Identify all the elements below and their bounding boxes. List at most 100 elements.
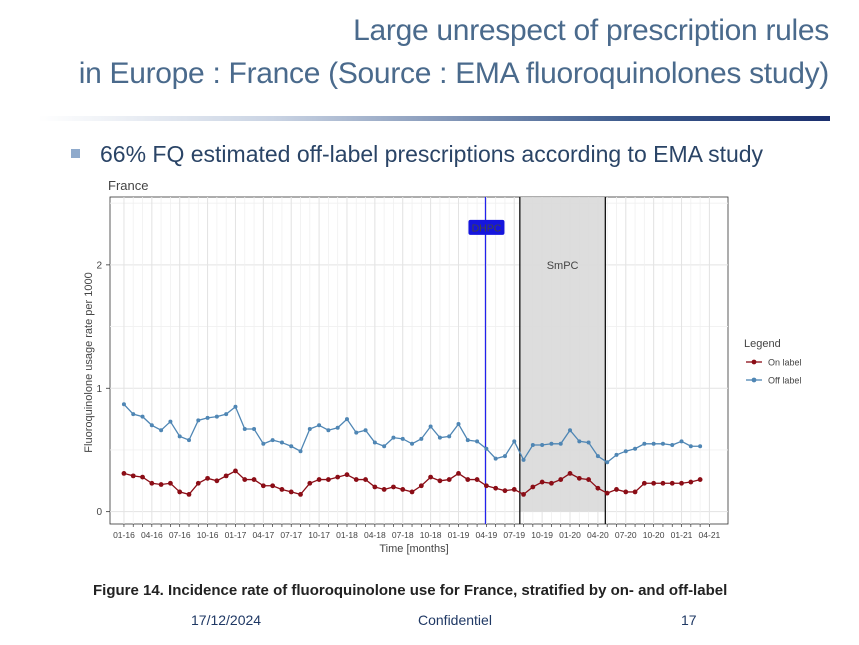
data-point-off-label [131, 412, 136, 417]
data-point-off-label [549, 441, 554, 446]
slide-title-line-1: Large unrespect of prescription rules [353, 14, 829, 47]
data-point-on-label [298, 491, 303, 497]
data-point-off-label [633, 446, 638, 451]
data-point-off-label [261, 441, 266, 446]
data-point-off-label [242, 426, 247, 431]
data-point-off-label [502, 454, 507, 459]
bullet-square-icon [71, 149, 80, 158]
data-point-off-label [382, 444, 387, 449]
data-point-off-label [252, 426, 257, 431]
data-point-on-label [549, 480, 554, 486]
data-point-off-label [344, 417, 349, 422]
data-point-on-label [195, 480, 201, 486]
data-point-off-label [363, 428, 368, 433]
footer-date: 17/12/2024 [191, 612, 262, 628]
x-tick-label: 01-18 [336, 530, 358, 540]
data-point-off-label [224, 412, 229, 417]
x-tick-label: 10-18 [420, 530, 442, 540]
x-tick-label: 04-16 [141, 530, 163, 540]
y-tick-label: 2 [96, 260, 102, 271]
data-point-on-label [233, 468, 238, 474]
data-point-on-label [679, 480, 684, 486]
data-point-off-label [317, 423, 322, 428]
data-point-on-label [623, 489, 629, 495]
data-point-on-label [242, 477, 248, 482]
figure-caption: Figure 14. Incidence rate of fluoroquino… [93, 582, 728, 599]
data-point-off-label [586, 440, 591, 445]
data-point-off-label [577, 439, 582, 444]
y-tick-label: 1 [96, 384, 102, 395]
x-tick-label: 04-21 [699, 530, 721, 540]
data-point-off-label [159, 428, 164, 433]
data-point-off-label [391, 435, 396, 440]
data-point-on-label [288, 489, 294, 495]
data-point-off-label [614, 452, 619, 457]
data-point-off-label [279, 440, 284, 445]
data-point-on-label [614, 487, 619, 492]
data-point-off-label [660, 441, 665, 446]
data-point-on-label [576, 475, 582, 481]
x-tick-label: 01-21 [671, 530, 693, 540]
data-point-off-label [465, 438, 470, 443]
data-point-off-label [307, 426, 312, 431]
x-tick-label: 10-20 [643, 530, 665, 540]
data-point-off-label [512, 439, 517, 444]
data-point-off-label [651, 441, 656, 446]
data-point-off-label [168, 419, 173, 424]
data-point-on-label [558, 477, 564, 482]
legend-key-point [751, 377, 757, 383]
data-point-off-label [419, 436, 424, 441]
smpc-band [519, 197, 606, 512]
data-point-off-label [186, 438, 191, 443]
data-point-on-label [251, 477, 257, 482]
data-point-on-label [391, 484, 396, 490]
data-point-on-label [214, 478, 220, 484]
data-point-off-label [214, 414, 219, 419]
data-point-off-label [568, 428, 573, 433]
data-point-off-label [196, 418, 201, 423]
x-tick-label: 01-17 [225, 530, 247, 540]
data-point-on-label [325, 477, 331, 482]
data-point-on-label [140, 474, 145, 480]
data-point-on-label [316, 477, 322, 482]
data-point-off-label [595, 454, 600, 459]
data-point-off-label [149, 423, 154, 428]
data-point-off-label [540, 443, 545, 448]
data-point-on-label [595, 485, 601, 491]
data-point-on-label [186, 491, 192, 497]
data-point-on-label [363, 477, 368, 482]
legend-label: Off label [768, 376, 801, 386]
data-point-on-label [437, 478, 443, 484]
x-tick-label: 01-20 [559, 530, 581, 540]
data-point-off-label [410, 441, 415, 446]
plot-panel [109, 196, 729, 525]
data-point-on-label [130, 473, 136, 479]
title-divider [38, 116, 830, 121]
x-tick-label: 04-17 [252, 530, 274, 540]
data-point-on-label [502, 488, 508, 494]
legend-key-point [751, 359, 757, 365]
data-point-off-label [688, 444, 693, 449]
x-tick-label: 10-16 [197, 530, 219, 540]
data-point-on-label [418, 483, 424, 489]
data-point-off-label [493, 456, 498, 461]
x-tick-label: 10-19 [531, 530, 553, 540]
data-point-on-label [521, 491, 526, 497]
data-point-on-label [651, 480, 657, 486]
data-point-off-label [400, 436, 405, 441]
y-axis-title: Fluoroquinolone usage rate per 1000 [83, 272, 95, 452]
data-point-on-label [381, 487, 387, 492]
chart-title: France [108, 178, 148, 193]
data-point-on-label [567, 471, 573, 476]
data-point-on-label [260, 483, 266, 489]
data-point-on-label [409, 489, 415, 495]
data-point-off-label [326, 428, 331, 433]
data-point-off-label [289, 444, 294, 449]
x-tick-label: 07-20 [615, 530, 637, 540]
dhpc-label-box [468, 219, 505, 235]
smpc-label: SmPC [547, 260, 579, 272]
x-tick-label: 04-20 [587, 530, 609, 540]
data-point-on-label [493, 485, 499, 491]
data-point-on-label [446, 477, 452, 482]
